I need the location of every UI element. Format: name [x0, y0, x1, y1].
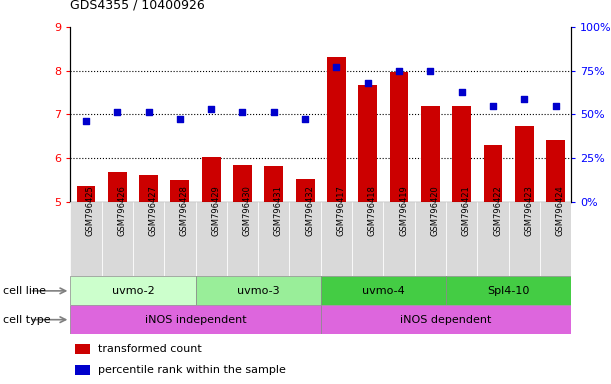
Bar — [133, 202, 164, 276]
Text: GDS4355 / 10400926: GDS4355 / 10400926 — [70, 0, 205, 12]
Text: GSM796432: GSM796432 — [305, 185, 314, 236]
Bar — [290, 202, 321, 276]
Text: GSM796431: GSM796431 — [274, 185, 283, 236]
Bar — [515, 126, 534, 202]
Text: Spl4-10: Spl4-10 — [488, 286, 530, 296]
Bar — [101, 202, 133, 276]
Text: uvmo-3: uvmo-3 — [237, 286, 279, 296]
Text: GSM796417: GSM796417 — [337, 185, 345, 236]
Point — [332, 64, 342, 70]
Bar — [70, 305, 321, 334]
Bar — [108, 172, 126, 202]
Bar — [227, 202, 258, 276]
Text: GSM796430: GSM796430 — [243, 185, 252, 236]
Text: GSM796426: GSM796426 — [117, 185, 126, 236]
Bar — [421, 106, 440, 202]
Bar — [384, 202, 415, 276]
Bar — [75, 364, 90, 374]
Text: GSM796425: GSM796425 — [86, 185, 95, 236]
Bar — [76, 186, 95, 202]
Point — [81, 118, 91, 124]
Bar — [139, 175, 158, 202]
Bar — [446, 276, 571, 305]
Bar — [484, 145, 502, 202]
Bar — [233, 165, 252, 202]
Point — [144, 109, 153, 116]
Text: uvmo-4: uvmo-4 — [362, 286, 404, 296]
Bar — [70, 276, 196, 305]
Text: GSM796418: GSM796418 — [368, 185, 377, 236]
Bar — [509, 202, 540, 276]
Text: iNOS dependent: iNOS dependent — [400, 314, 492, 325]
Point — [269, 109, 279, 116]
Bar — [170, 180, 189, 202]
Bar — [359, 84, 377, 202]
Point — [238, 109, 247, 116]
Text: cell line: cell line — [3, 286, 46, 296]
Point — [488, 103, 498, 109]
Text: percentile rank within the sample: percentile rank within the sample — [98, 364, 286, 374]
Point — [207, 106, 216, 112]
Bar — [540, 202, 571, 276]
Bar — [202, 157, 221, 202]
Text: GSM796429: GSM796429 — [211, 185, 220, 236]
Bar — [327, 58, 346, 202]
Bar — [415, 202, 446, 276]
Text: GSM796421: GSM796421 — [462, 185, 470, 236]
Point — [519, 96, 529, 102]
Text: iNOS independent: iNOS independent — [145, 314, 246, 325]
Point — [551, 103, 560, 109]
Text: GSM796419: GSM796419 — [399, 185, 408, 236]
Bar — [477, 202, 509, 276]
Bar — [321, 305, 571, 334]
Bar — [321, 202, 352, 276]
Text: GSM796420: GSM796420 — [430, 185, 439, 236]
Point — [457, 88, 467, 94]
Point — [363, 80, 373, 86]
Bar — [196, 202, 227, 276]
Point — [425, 68, 435, 74]
Point — [112, 109, 122, 116]
Text: GSM796427: GSM796427 — [148, 185, 158, 236]
Bar — [390, 72, 409, 202]
Text: GSM796423: GSM796423 — [524, 185, 533, 236]
Bar — [70, 202, 101, 276]
Point — [394, 68, 404, 74]
Bar — [75, 344, 90, 354]
Text: cell type: cell type — [3, 314, 51, 325]
Bar — [296, 179, 315, 202]
Text: GSM796428: GSM796428 — [180, 185, 189, 236]
Bar — [196, 276, 321, 305]
Bar — [265, 166, 284, 202]
Text: GSM796424: GSM796424 — [555, 185, 565, 236]
Bar — [164, 202, 196, 276]
Point — [175, 116, 185, 122]
Text: uvmo-2: uvmo-2 — [112, 286, 154, 296]
Bar — [446, 202, 477, 276]
Bar — [452, 106, 471, 202]
Text: transformed count: transformed count — [98, 344, 202, 354]
Bar — [546, 141, 565, 202]
Bar — [352, 202, 384, 276]
Bar — [258, 202, 290, 276]
Bar — [321, 276, 446, 305]
Text: GSM796422: GSM796422 — [493, 185, 502, 236]
Point — [300, 116, 310, 122]
